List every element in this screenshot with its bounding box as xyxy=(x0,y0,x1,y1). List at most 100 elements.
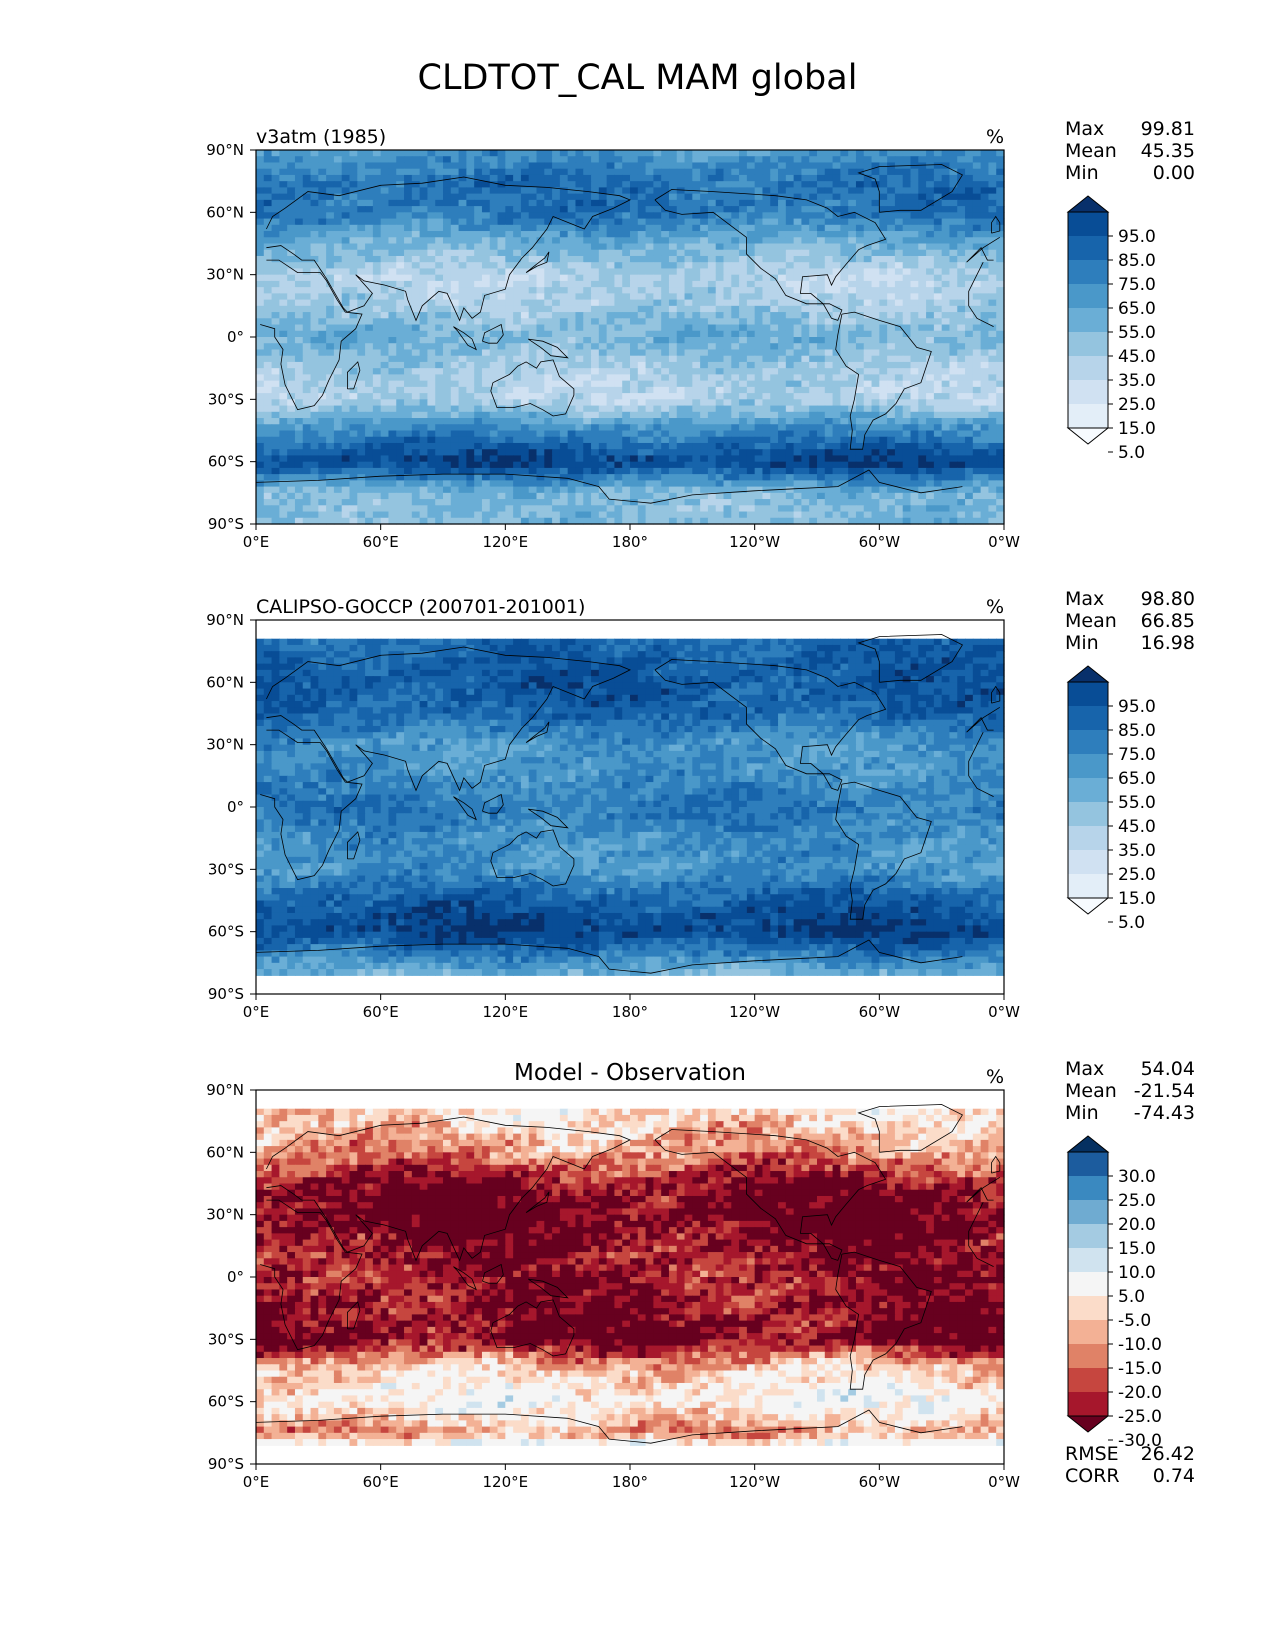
heatmap-cell xyxy=(902,206,912,213)
heatmap-cell xyxy=(754,287,764,294)
heatmap-cell xyxy=(341,305,351,313)
heatmap-cell xyxy=(746,461,756,469)
heatmap-cell xyxy=(396,150,405,157)
heatmap-cell xyxy=(832,380,841,388)
heatmap-cell xyxy=(785,218,795,226)
heatmap-cell xyxy=(949,393,958,400)
heatmap-cell xyxy=(396,218,405,226)
heatmap-cell xyxy=(614,374,623,382)
heatmap-cell xyxy=(630,405,639,413)
heatmap-cell xyxy=(435,337,444,344)
heatmap-cell xyxy=(443,162,452,170)
heatmap-cell xyxy=(489,293,499,301)
heatmap-cell xyxy=(341,193,351,201)
heatmap-cell xyxy=(614,405,623,413)
heatmap-cell xyxy=(863,430,873,438)
heatmap-cell xyxy=(536,218,545,226)
heatmap-cell xyxy=(427,249,436,257)
heatmap-cell xyxy=(902,255,912,263)
heatmap-cell xyxy=(715,349,725,357)
heatmap-cell xyxy=(996,224,1005,232)
heatmap-cell xyxy=(700,455,709,463)
heatmap-cell xyxy=(302,243,312,251)
heatmap-cell xyxy=(326,237,335,245)
heatmap-cell xyxy=(396,249,405,257)
heatmap-cell xyxy=(902,361,912,369)
heatmap-cell xyxy=(357,430,366,438)
heatmap-cell xyxy=(731,461,740,469)
heatmap-cell xyxy=(840,449,849,457)
heatmap-cell xyxy=(497,255,506,263)
heatmap-cell xyxy=(435,212,444,220)
heatmap-cell xyxy=(801,330,810,338)
heatmap-cell xyxy=(988,361,997,369)
heatmap-cell xyxy=(310,430,319,438)
heatmap-cell xyxy=(941,418,951,425)
heatmap-cell xyxy=(855,268,865,276)
heatmap-cell xyxy=(754,337,764,344)
heatmap-cell xyxy=(637,193,647,201)
heatmap-cell xyxy=(443,243,452,251)
heatmap-cell xyxy=(894,305,904,313)
heatmap-cell xyxy=(333,393,343,400)
heatmap-cell xyxy=(435,368,444,375)
heatmap-cell xyxy=(668,449,678,457)
heatmap-cell xyxy=(349,355,358,363)
heatmap-cell xyxy=(918,299,927,307)
heatmap-cell xyxy=(357,243,366,251)
heatmap-cell xyxy=(443,280,452,288)
heatmap-cell xyxy=(263,318,273,326)
heatmap-cell xyxy=(926,343,935,351)
heatmap-cell xyxy=(879,424,888,432)
heatmap-cell xyxy=(505,380,514,388)
heatmap-cell xyxy=(256,461,265,469)
heatmap-cell xyxy=(333,212,343,220)
heatmap-cell xyxy=(965,424,974,432)
heatmap-cell xyxy=(739,162,748,170)
heatmap-cell xyxy=(411,268,421,276)
heatmap-cell xyxy=(622,343,631,351)
heatmap-cell xyxy=(598,393,608,400)
heatmap-cell xyxy=(918,231,927,238)
heatmap-cell xyxy=(287,343,296,351)
heatmap-cell xyxy=(980,324,990,332)
heatmap-cell xyxy=(957,330,966,338)
heatmap-cell xyxy=(778,418,787,425)
heatmap-cell xyxy=(583,150,592,157)
heatmap-cell xyxy=(380,218,390,226)
heatmap-cell xyxy=(552,150,561,157)
heatmap-cell xyxy=(965,237,974,245)
heatmap-cell xyxy=(832,274,841,282)
heatmap-cell xyxy=(996,249,1005,257)
heatmap-cell xyxy=(801,461,810,469)
heatmap-cell xyxy=(746,455,756,463)
heatmap-cell xyxy=(723,355,732,363)
heatmap-cell xyxy=(341,162,351,170)
heatmap-cell xyxy=(427,193,436,201)
heatmap-cell xyxy=(349,212,358,220)
heatmap-cell xyxy=(972,455,982,463)
heatmap-cell xyxy=(279,280,288,288)
heatmap-cell xyxy=(365,162,374,170)
heatmap-cell xyxy=(793,424,803,432)
heatmap-cell xyxy=(435,312,444,319)
heatmap-cell xyxy=(536,212,545,220)
heatmap-cell xyxy=(536,249,545,257)
heatmap-cell xyxy=(957,461,966,469)
heatmap-cell xyxy=(598,206,608,213)
heatmap-cell xyxy=(801,312,810,319)
heatmap-cell xyxy=(598,337,608,344)
heatmap-cell xyxy=(972,174,982,182)
heatmap-cell xyxy=(450,162,460,170)
heatmap-cell xyxy=(598,449,608,457)
heatmap-cell xyxy=(809,361,818,369)
heatmap-cell xyxy=(723,436,732,444)
heatmap-cell xyxy=(271,467,280,475)
heatmap-cell xyxy=(263,280,273,288)
heatmap-cell xyxy=(871,442,880,450)
heatmap-cell xyxy=(505,237,514,245)
heatmap-cell xyxy=(684,318,693,326)
heatmap-cell xyxy=(443,455,452,463)
heatmap-cell xyxy=(622,418,631,425)
heatmap-cell xyxy=(575,324,584,332)
